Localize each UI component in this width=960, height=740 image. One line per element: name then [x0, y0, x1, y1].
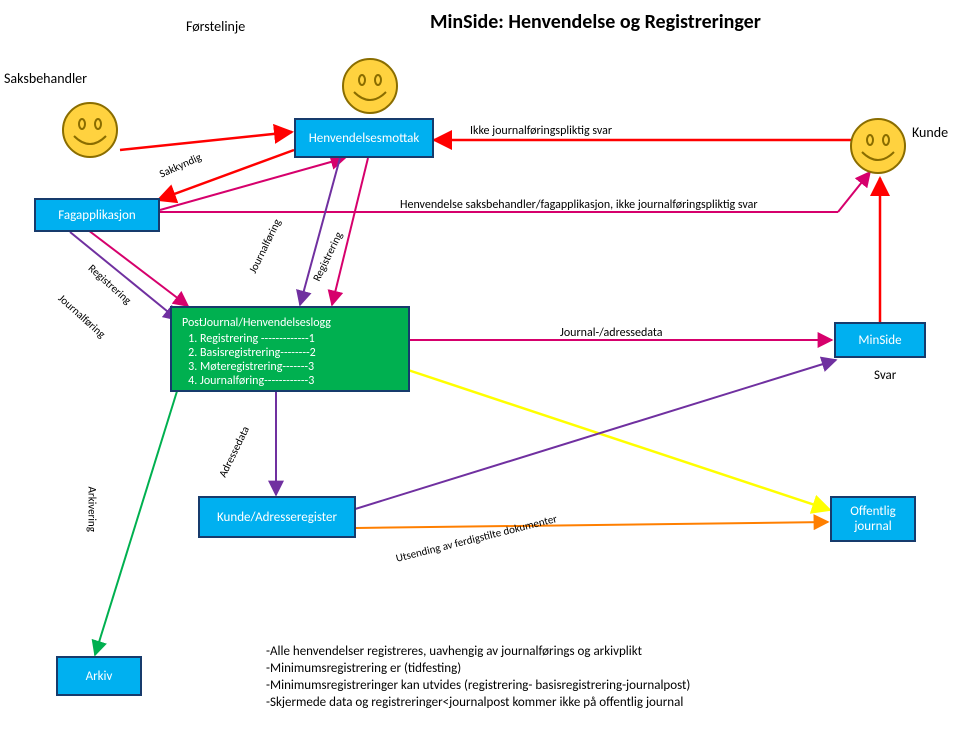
postjournal-item: Registrering -------------1 [200, 332, 316, 346]
box-henvendelsesmottak-label: Henvendelsesmottak [309, 131, 420, 146]
edge-label-journalforing2: Journalføring [56, 292, 108, 341]
smiley-saksbehandler-icon [60, 100, 120, 160]
edge-label-utsending: Utsending av ferdigstilte dokumenter [394, 512, 558, 565]
box-kunde-adresseregister: Kunde/Adresseregister [198, 496, 356, 538]
box-kunde-adr-label: Kunde/Adresseregister [217, 510, 337, 525]
box-postjournal: PostJournal/Henvendelseslogg Registrerin… [170, 306, 410, 392]
postjournal-item: Journalføring------------3 [200, 374, 316, 388]
label-svar: Svar [874, 368, 896, 383]
box-fagapplikasjon: Fagapplikasjon [34, 198, 160, 232]
edge-label-henv-saksb: Henvendelse saksbehandler/fagapplikasjon… [400, 198, 758, 212]
edge-label-sakkyndig: Sakkyndig [157, 150, 203, 180]
postjournal-item: Basisregistrering--------2 [200, 346, 316, 360]
postjournal-item: Møteregistrering-------3 [200, 360, 316, 374]
smiley-kunde-icon [848, 116, 908, 176]
note-line: -Alle henvendelser registreres, uavhengi… [266, 644, 946, 661]
box-henvendelsesmottak: Henvendelsesmottak [294, 118, 434, 158]
edge-label-ikke-jf-svar: Ikke journalføringspliktig svar [470, 124, 612, 138]
postjournal-list: Registrering -------------1 Basisregistr… [182, 332, 316, 388]
edge-label-journalforing: Journalføring [246, 217, 283, 276]
notes-block: -Alle henvendelser registreres, uavhengi… [266, 644, 946, 712]
smiley-forstelinje-icon [340, 56, 400, 116]
box-minside-label: MinSide [858, 333, 901, 348]
box-arkiv-label: Arkiv [86, 669, 113, 684]
edge-label-registrering: Registrering [310, 230, 345, 284]
box-offentlig-journal: Offentlig journal [830, 496, 916, 542]
edges-layer [0, 0, 960, 740]
edge-label-registrering2: Registrering [86, 262, 134, 307]
box-minside: MinSide [834, 322, 926, 358]
box-arkiv: Arkiv [56, 656, 142, 696]
box-offentlig-label: Offentlig journal [850, 504, 896, 534]
note-line: -Minimumsregistreringer kan utvides (reg… [266, 678, 946, 695]
note-line: -Skjermede data og registreringer<journa… [266, 695, 946, 712]
label-forstelinje: Førstelinje [186, 18, 245, 35]
label-saksbehandler: Saksbehandler [4, 70, 87, 87]
edge-label-arkivering: Arkivering [86, 487, 99, 532]
postjournal-header: PostJournal/Henvendelseslogg [182, 316, 331, 330]
page-title: MinSide: Henvendelse og Registreringer [430, 10, 761, 34]
edge-label-adressedata: Adressedata [216, 424, 252, 479]
label-kunde: Kunde [912, 124, 948, 141]
edge-label-journal-adr: Journal-/adressedata [560, 326, 663, 340]
note-line: -Minimumsregistrering er (tidfesting) [266, 661, 946, 678]
box-fagapplikasjon-label: Fagapplikasjon [58, 208, 135, 223]
